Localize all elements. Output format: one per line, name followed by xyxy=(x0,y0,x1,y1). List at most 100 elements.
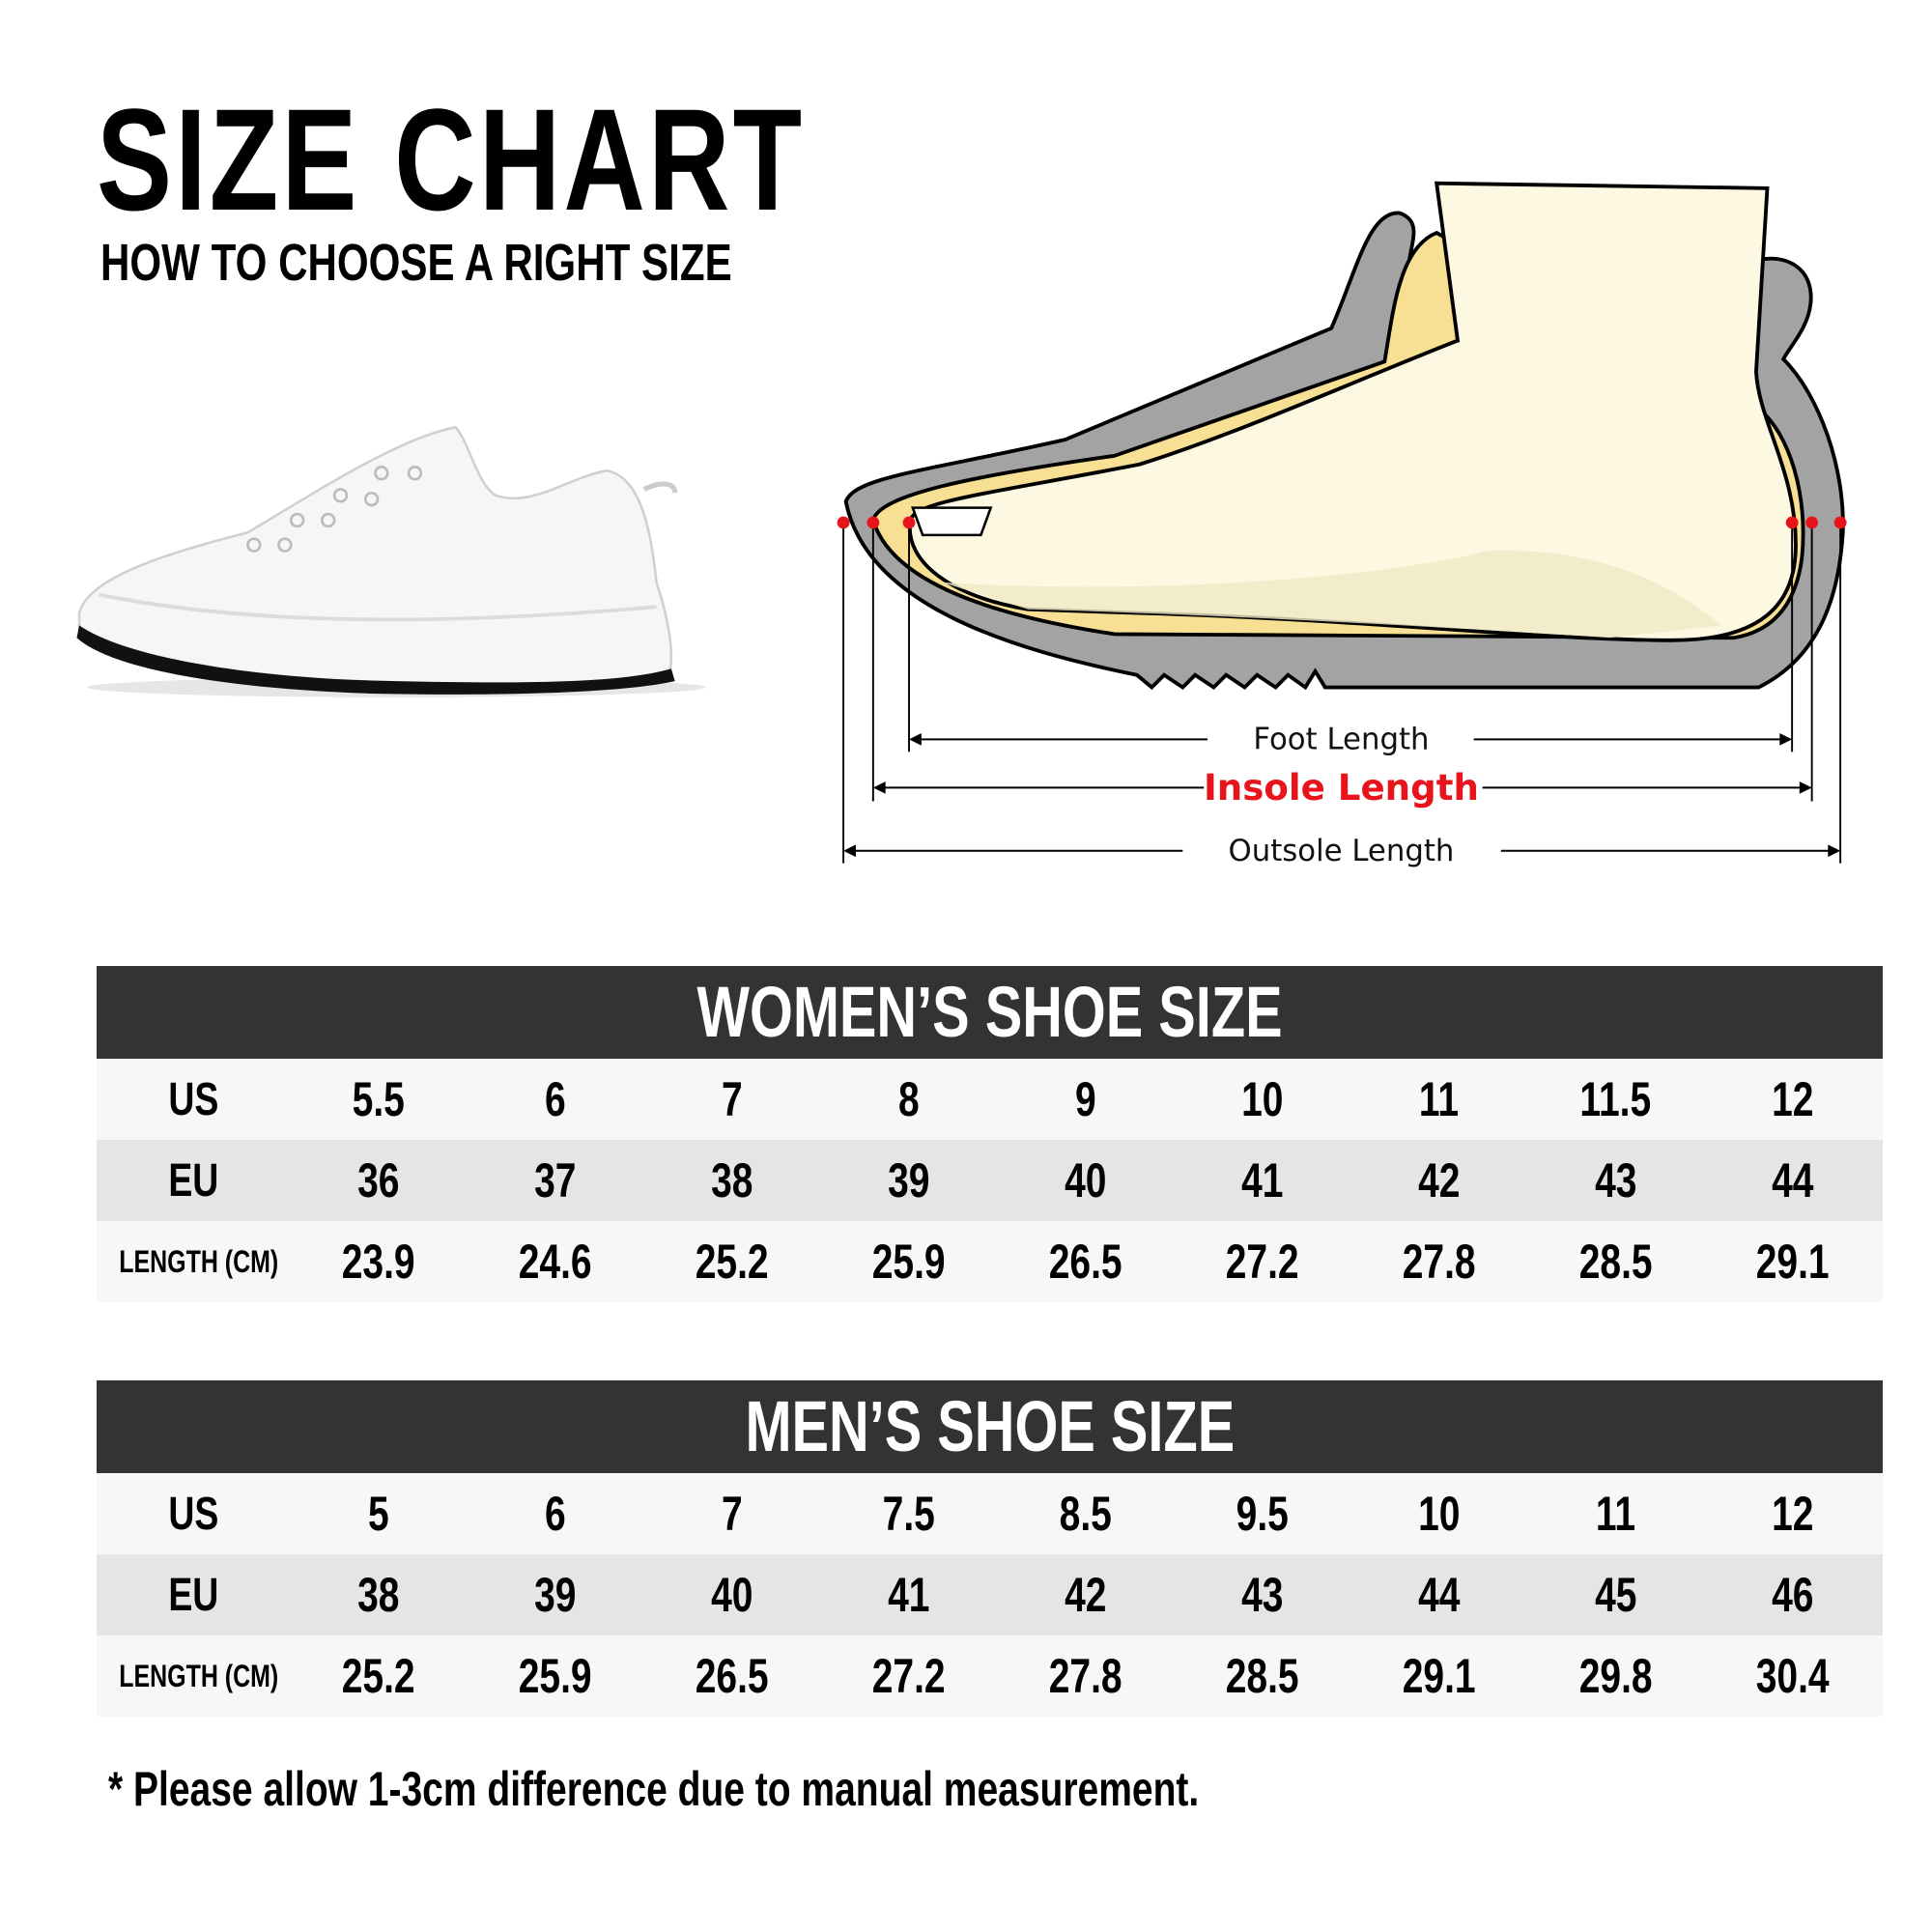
table-row: EU 36 37 38 39 40 41 42 43 44 xyxy=(97,1140,1883,1221)
table-cell: 26.5 xyxy=(643,1648,820,1704)
table-cell-value: 26.5 xyxy=(695,1649,769,1703)
table-cell-value: 45 xyxy=(1594,1568,1637,1622)
table-cell: 11.5 xyxy=(1527,1071,1704,1127)
sneaker-image xyxy=(76,425,706,697)
table-cell: 7 xyxy=(643,1071,820,1127)
table-cell: 44 xyxy=(1704,1152,1881,1208)
womens-table-title: WOMEN’S SHOE SIZE xyxy=(97,966,1883,1059)
table-cell: 12 xyxy=(1704,1486,1881,1542)
table-row: LENGTH (CM) 23.9 24.6 25.2 25.9 26.5 27.2 27.8 2… xyxy=(97,1221,1883,1302)
table-cell-value: 25.9 xyxy=(871,1235,946,1289)
table-cell: 25.2 xyxy=(643,1234,820,1290)
table-cell-value: 29.1 xyxy=(1402,1649,1476,1703)
table-cell-value: 28.5 xyxy=(1225,1649,1299,1703)
table-cell: 7 xyxy=(643,1486,820,1542)
womens-title-text: WOMEN’S SHOE SIZE xyxy=(696,972,1283,1052)
table-cell: 40 xyxy=(643,1567,820,1623)
measurement-points xyxy=(837,516,1847,529)
table-cell-value: 41 xyxy=(1240,1153,1284,1208)
mens-size-table: MEN’S SHOE SIZE US 5 6 7 7.5 8.5 9.5 10 11 12 EU 38… xyxy=(97,1380,1883,1717)
table-cell-value: 10 xyxy=(1240,1072,1284,1126)
toenail xyxy=(911,506,993,537)
table-cell-value: 12 xyxy=(1771,1072,1814,1126)
table-cell: 29.1 xyxy=(1704,1234,1881,1290)
row-label-text: EU xyxy=(167,1569,219,1621)
table-cell: 29.1 xyxy=(1350,1648,1527,1704)
table-row: LENGTH (CM) 25.2 25.9 26.5 27.2 27.8 28.5 29.1 2… xyxy=(97,1635,1883,1717)
foot-length-label: Foot Length xyxy=(1253,723,1429,757)
page-subtitle: HOW TO CHOOSE A RIGHT SIZE xyxy=(100,236,910,290)
table-cell-value: 8.5 xyxy=(1059,1487,1112,1541)
page-title-text: SIZE CHART xyxy=(97,78,806,241)
row-label: LENGTH (CM) xyxy=(97,1659,290,1694)
insole-length-label: Insole Length xyxy=(1204,766,1479,809)
table-cell: 9 xyxy=(997,1071,1174,1127)
table-cell-value: 43 xyxy=(1594,1153,1637,1208)
table-cell-value: 44 xyxy=(1771,1153,1814,1208)
table-cell: 46 xyxy=(1704,1567,1881,1623)
row-label: US xyxy=(97,1073,290,1126)
table-cell-value: 46 xyxy=(1771,1568,1814,1622)
mens-table-title: MEN’S SHOE SIZE xyxy=(97,1380,1883,1473)
outsole-length-label: Outsole Length xyxy=(1229,834,1455,868)
table-cell-value: 39 xyxy=(887,1153,930,1208)
table-cell-value: 25.9 xyxy=(518,1649,592,1703)
table-cell-value: 6 xyxy=(544,1487,566,1541)
table-cell: 25.9 xyxy=(467,1648,643,1704)
table-cell: 9.5 xyxy=(1174,1486,1350,1542)
table-cell-value: 41 xyxy=(887,1568,930,1622)
table-cell: 23.9 xyxy=(290,1234,467,1290)
table-cell-value: 11.5 xyxy=(1579,1072,1652,1126)
table-cell-value: 11 xyxy=(1418,1072,1460,1126)
table-cell: 30.4 xyxy=(1704,1648,1881,1704)
table-cell: 24.6 xyxy=(467,1234,643,1290)
row-label: US xyxy=(97,1488,290,1541)
table-cell-value: 40 xyxy=(710,1568,753,1622)
mens-title-text: MEN’S SHOE SIZE xyxy=(745,1386,1235,1466)
table-cell-value: 27.8 xyxy=(1048,1649,1122,1703)
table-cell-value: 10 xyxy=(1417,1487,1461,1541)
table-cell-value: 25.2 xyxy=(695,1235,769,1289)
row-label-text: LENGTH (CM) xyxy=(119,1243,279,1279)
table-row: EU 38 39 40 41 42 43 44 45 46 xyxy=(97,1554,1883,1635)
table-cell: 25.9 xyxy=(820,1234,997,1290)
table-cell-value: 29.1 xyxy=(1755,1235,1830,1289)
table-cell: 41 xyxy=(820,1567,997,1623)
page-title: SIZE CHART xyxy=(97,78,1005,241)
table-cell-value: 7.5 xyxy=(882,1487,935,1541)
foot-diagram xyxy=(843,181,1845,691)
measurement-note-text: * Please allow 1-3cm difference due to m… xyxy=(108,1762,1200,1816)
table-cell: 42 xyxy=(997,1567,1174,1623)
table-cell: 27.2 xyxy=(820,1648,997,1704)
table-cell: 39 xyxy=(467,1567,643,1623)
table-cell-value: 38 xyxy=(710,1153,753,1208)
row-label: LENGTH (CM) xyxy=(97,1244,290,1280)
table-row: US 5.5 6 7 8 9 10 11 11.5 12 xyxy=(97,1059,1883,1140)
table-cell-value: 40 xyxy=(1064,1153,1107,1208)
measurement-note: * Please allow 1-3cm difference due to m… xyxy=(108,1760,1507,1818)
table-cell-value: 23.9 xyxy=(341,1235,415,1289)
table-cell-value: 9 xyxy=(1074,1072,1096,1126)
table-cell: 36 xyxy=(290,1152,467,1208)
table-row: US 5 6 7 7.5 8.5 9.5 10 11 12 xyxy=(97,1473,1883,1554)
table-cell: 11 xyxy=(1350,1071,1527,1127)
table-cell: 25.2 xyxy=(290,1648,467,1704)
table-cell-value: 27.2 xyxy=(871,1649,946,1703)
table-cell: 8.5 xyxy=(997,1486,1174,1542)
table-cell: 29.8 xyxy=(1527,1648,1704,1704)
table-cell-value: 7 xyxy=(721,1072,743,1126)
page-subtitle-text: HOW TO CHOOSE A RIGHT SIZE xyxy=(100,234,732,292)
table-cell: 27.8 xyxy=(1350,1234,1527,1290)
table-cell-value: 26.5 xyxy=(1048,1235,1122,1289)
table-cell-value: 12 xyxy=(1771,1487,1814,1541)
table-cell-value: 27.2 xyxy=(1225,1235,1299,1289)
row-label: EU xyxy=(97,1154,290,1208)
table-cell: 12 xyxy=(1704,1071,1881,1127)
table-cell-value: 44 xyxy=(1417,1568,1461,1622)
table-cell: 6 xyxy=(467,1071,643,1127)
table-cell: 39 xyxy=(820,1152,997,1208)
table-cell: 10 xyxy=(1174,1071,1350,1127)
measurement-lines xyxy=(842,523,1842,864)
table-cell-value: 7 xyxy=(721,1487,743,1541)
